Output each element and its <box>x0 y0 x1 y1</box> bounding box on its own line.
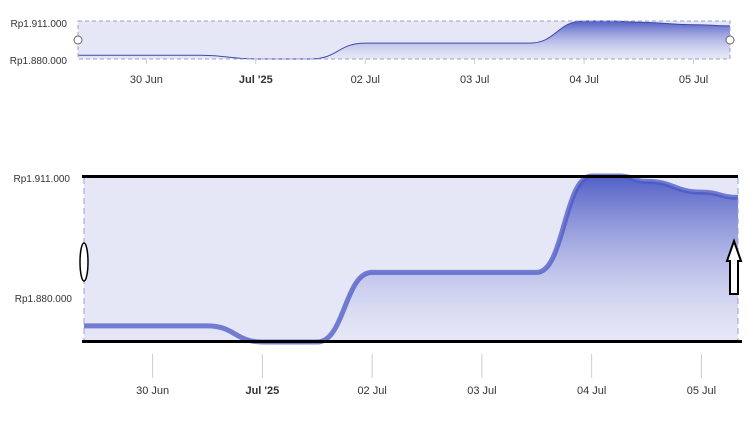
navigator-y-label-bottom: Rp1.880.000 <box>10 56 68 67</box>
navigator-left-handle[interactable] <box>73 35 83 45</box>
x-tick-label: 03 Jul <box>460 74 489 86</box>
main-left-handle[interactable] <box>79 242 89 282</box>
x-tick-label: 04 Jul <box>569 74 598 86</box>
x-tick-label: 30 Jun <box>136 385 169 397</box>
main-line <box>84 173 739 345</box>
x-tick-label: 04 Jul <box>577 385 606 397</box>
x-tick-label: 30 Jun <box>130 74 163 86</box>
main-y-label-top: Rp1.911.000 <box>13 174 70 185</box>
main-plot: Rp1.911.000 Rp1.880.000 30 Jun Jul '25 02 … <box>13 173 743 397</box>
navigator-area <box>78 21 730 59</box>
x-tick-label: 05 Jul <box>679 74 708 86</box>
x-tick-label: Jul '25 <box>245 385 279 397</box>
navigator-y-label-top: Rp1.911.000 <box>10 19 67 30</box>
main-x-axis: 30 Jun Jul '25 02 Jul 03 Jul 04 Jul 05 Jul <box>136 354 716 397</box>
navigator-x-axis: 30 Jun Jul '25 02 Jul 03 Jul 04 Jul 05 Jul <box>130 59 708 86</box>
navigator-line <box>78 20 731 60</box>
main-area <box>84 176 738 342</box>
x-tick-label: 02 Jul <box>351 74 380 86</box>
x-tick-label: 02 Jul <box>357 385 386 397</box>
x-tick-label: 03 Jul <box>467 385 496 397</box>
x-tick-label: Jul '25 <box>239 74 273 86</box>
main-y-label-bottom: Rp1.880.000 <box>15 294 73 305</box>
navigator-right-handle[interactable] <box>725 35 735 45</box>
navigator[interactable]: Rp1.911.000 Rp1.880.000 30 Jun Jul '25 02 … <box>10 19 735 86</box>
x-tick-label: 05 Jul <box>687 385 716 397</box>
main-right-arrow-handle-icon[interactable] <box>725 237 743 295</box>
